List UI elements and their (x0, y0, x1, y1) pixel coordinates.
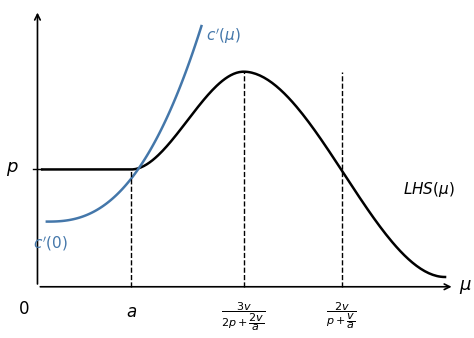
Text: $c'(0)$: $c'(0)$ (33, 235, 67, 253)
Text: $LHS(\mu)$: $LHS(\mu)$ (403, 179, 455, 198)
Text: $\mu$: $\mu$ (459, 278, 472, 296)
Text: $0$: $0$ (18, 300, 29, 318)
Text: $p$: $p$ (6, 161, 19, 178)
Text: $c'(\mu)$: $c'(\mu)$ (206, 26, 241, 46)
Text: $\dfrac{2v}{p+\dfrac{v}{a}}$: $\dfrac{2v}{p+\dfrac{v}{a}}$ (327, 300, 357, 331)
Text: $a$: $a$ (126, 303, 137, 321)
Text: $\dfrac{3v}{2p+\dfrac{2v}{a}}$: $\dfrac{3v}{2p+\dfrac{2v}{a}}$ (221, 300, 266, 333)
